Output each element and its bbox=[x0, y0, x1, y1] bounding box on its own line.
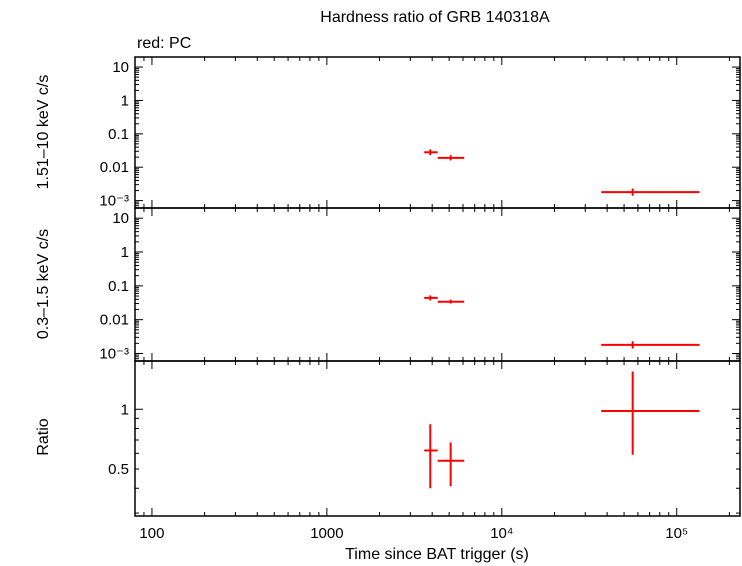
plot-frame-ratio bbox=[134, 360, 741, 517]
y-tick-label-ratio: 1 bbox=[121, 401, 129, 418]
chart-title: Hardness ratio of GRB 140318A bbox=[320, 9, 550, 26]
y-tick-label-ratio: 0.5 bbox=[108, 461, 129, 478]
y-tick-label-soft: 10⁻³ bbox=[99, 345, 129, 362]
x-tick-label: 1000 bbox=[310, 525, 343, 542]
plot-frame-hard bbox=[134, 56, 741, 209]
y-tick-label-hard: 10 bbox=[112, 59, 129, 76]
y-tick-label-soft: 0.1 bbox=[108, 278, 129, 295]
y-axis-label-hard: 1.51–10 keV c/s bbox=[35, 75, 52, 190]
x-axis-label: Time since BAT trigger (s) bbox=[345, 546, 529, 563]
y-tick-label-hard: 1 bbox=[121, 92, 129, 109]
y-tick-label-soft: 0.01 bbox=[100, 312, 129, 329]
y-tick-label-hard: 0.1 bbox=[108, 126, 129, 143]
y-tick-label-soft: 10 bbox=[112, 210, 129, 227]
y-tick-label-hard: 10⁻³ bbox=[99, 193, 129, 210]
x-tick-label: 100 bbox=[139, 525, 164, 542]
y-axis-label-ratio: Ratio bbox=[35, 418, 52, 455]
x-tick-label: 10⁴ bbox=[490, 525, 513, 542]
x-tick-label: 10⁵ bbox=[665, 525, 688, 542]
y-tick-label-soft: 1 bbox=[121, 244, 129, 261]
y-tick-label-hard: 0.01 bbox=[100, 159, 129, 176]
chart-subtitle: red: PC bbox=[137, 35, 191, 52]
plot-frame-soft bbox=[134, 207, 741, 362]
y-axis-label-soft: 0.3–1.5 keV c/s bbox=[35, 229, 52, 339]
